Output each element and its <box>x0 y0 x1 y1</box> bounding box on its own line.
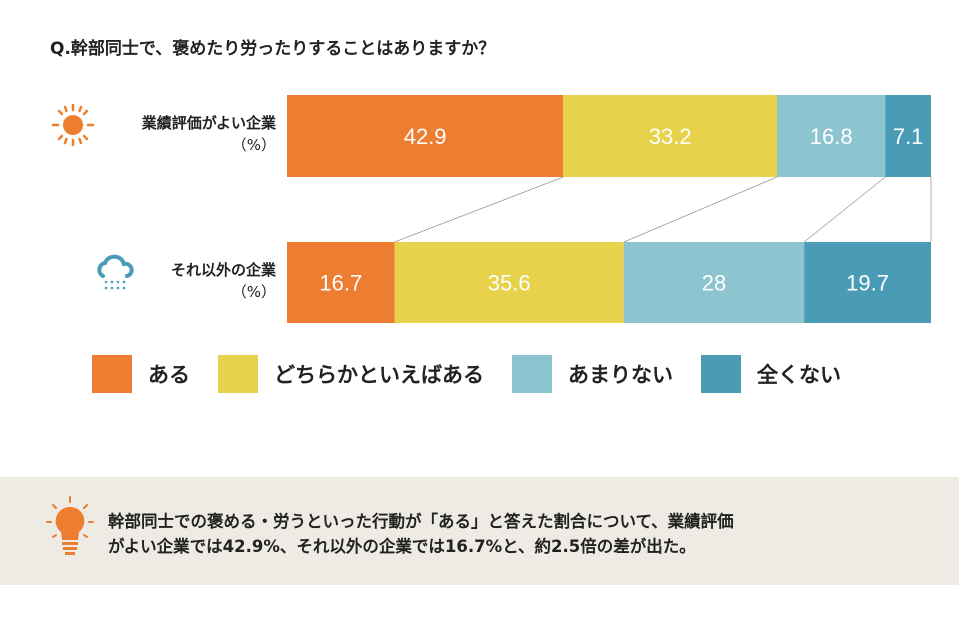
data-label: 42.9 <box>404 124 447 149</box>
legend-label: どちらかといえばある <box>274 363 484 387</box>
data-label: 35.6 <box>488 271 531 296</box>
legend-item: 全くない <box>701 355 841 393</box>
legend-swatch <box>218 355 258 393</box>
legend-swatch <box>92 355 132 393</box>
data-label: 16.7 <box>319 271 362 296</box>
bar-segment <box>804 242 931 323</box>
row-label-text: それ以外の企業 <box>170 261 276 279</box>
chart-title: Q.幹部同士で、褒めたり労ったりすることはありますか？ <box>50 39 496 59</box>
data-label: 33.2 <box>649 124 692 149</box>
note-line: がよい企業では42.9%、それ以外の企業では16.7%と、約2.5倍の差が出た。 <box>108 537 696 556</box>
legend-item: あまりない <box>512 355 673 393</box>
row-label-other: それ以外の企業 （%） <box>120 259 276 303</box>
sun-icon <box>51 103 95 147</box>
rain-cloud-icon <box>97 254 134 290</box>
connector-line <box>803 176 886 243</box>
row-label-unit: （%） <box>231 136 276 154</box>
legend-label: あまりない <box>568 363 673 387</box>
lightbulb-icon <box>46 496 94 555</box>
legend: ある どちらかといえばある あまりない 全くない <box>92 355 869 393</box>
bar-segment <box>623 242 805 323</box>
data-label: 16.8 <box>810 124 853 149</box>
connector-line <box>623 176 778 243</box>
note-text: 幹部同士での褒める・労うといった行動が「ある」と答えた割合について、業績評価 が… <box>108 509 938 559</box>
stacked-bar-chart: 42.9 33.2 16.8 7.1 16.7 35.6 28 19.7 <box>287 95 932 323</box>
bar-segment <box>287 95 564 177</box>
bar-segment <box>394 242 624 323</box>
bar-segment <box>287 242 395 323</box>
note-box: 幹部同士での褒める・労うといった行動が「ある」と答えた割合について、業績評価 が… <box>0 477 959 585</box>
connector-line <box>394 176 564 243</box>
bar-segment <box>885 95 931 177</box>
row-label-text: 業績評価がよい企業 <box>141 114 276 132</box>
data-label: 28 <box>702 271 726 296</box>
bar-segment <box>563 95 778 177</box>
legend-item: どちらかといえばある <box>218 355 484 393</box>
data-label: 19.7 <box>846 271 889 296</box>
legend-swatch <box>701 355 741 393</box>
legend-label: ある <box>148 363 190 387</box>
row-label-unit: （%） <box>231 283 276 301</box>
data-label: 7.1 <box>893 124 924 149</box>
row-label-good: 業績評価がよい企業 （%） <box>100 112 276 156</box>
note-line: 幹部同士での褒める・労うといった行動が「ある」と答えた割合について、業績評価 <box>108 512 734 531</box>
legend-label: 全くない <box>757 363 841 387</box>
legend-swatch <box>512 355 552 393</box>
bar-segment <box>777 95 886 177</box>
legend-item: ある <box>92 355 190 393</box>
